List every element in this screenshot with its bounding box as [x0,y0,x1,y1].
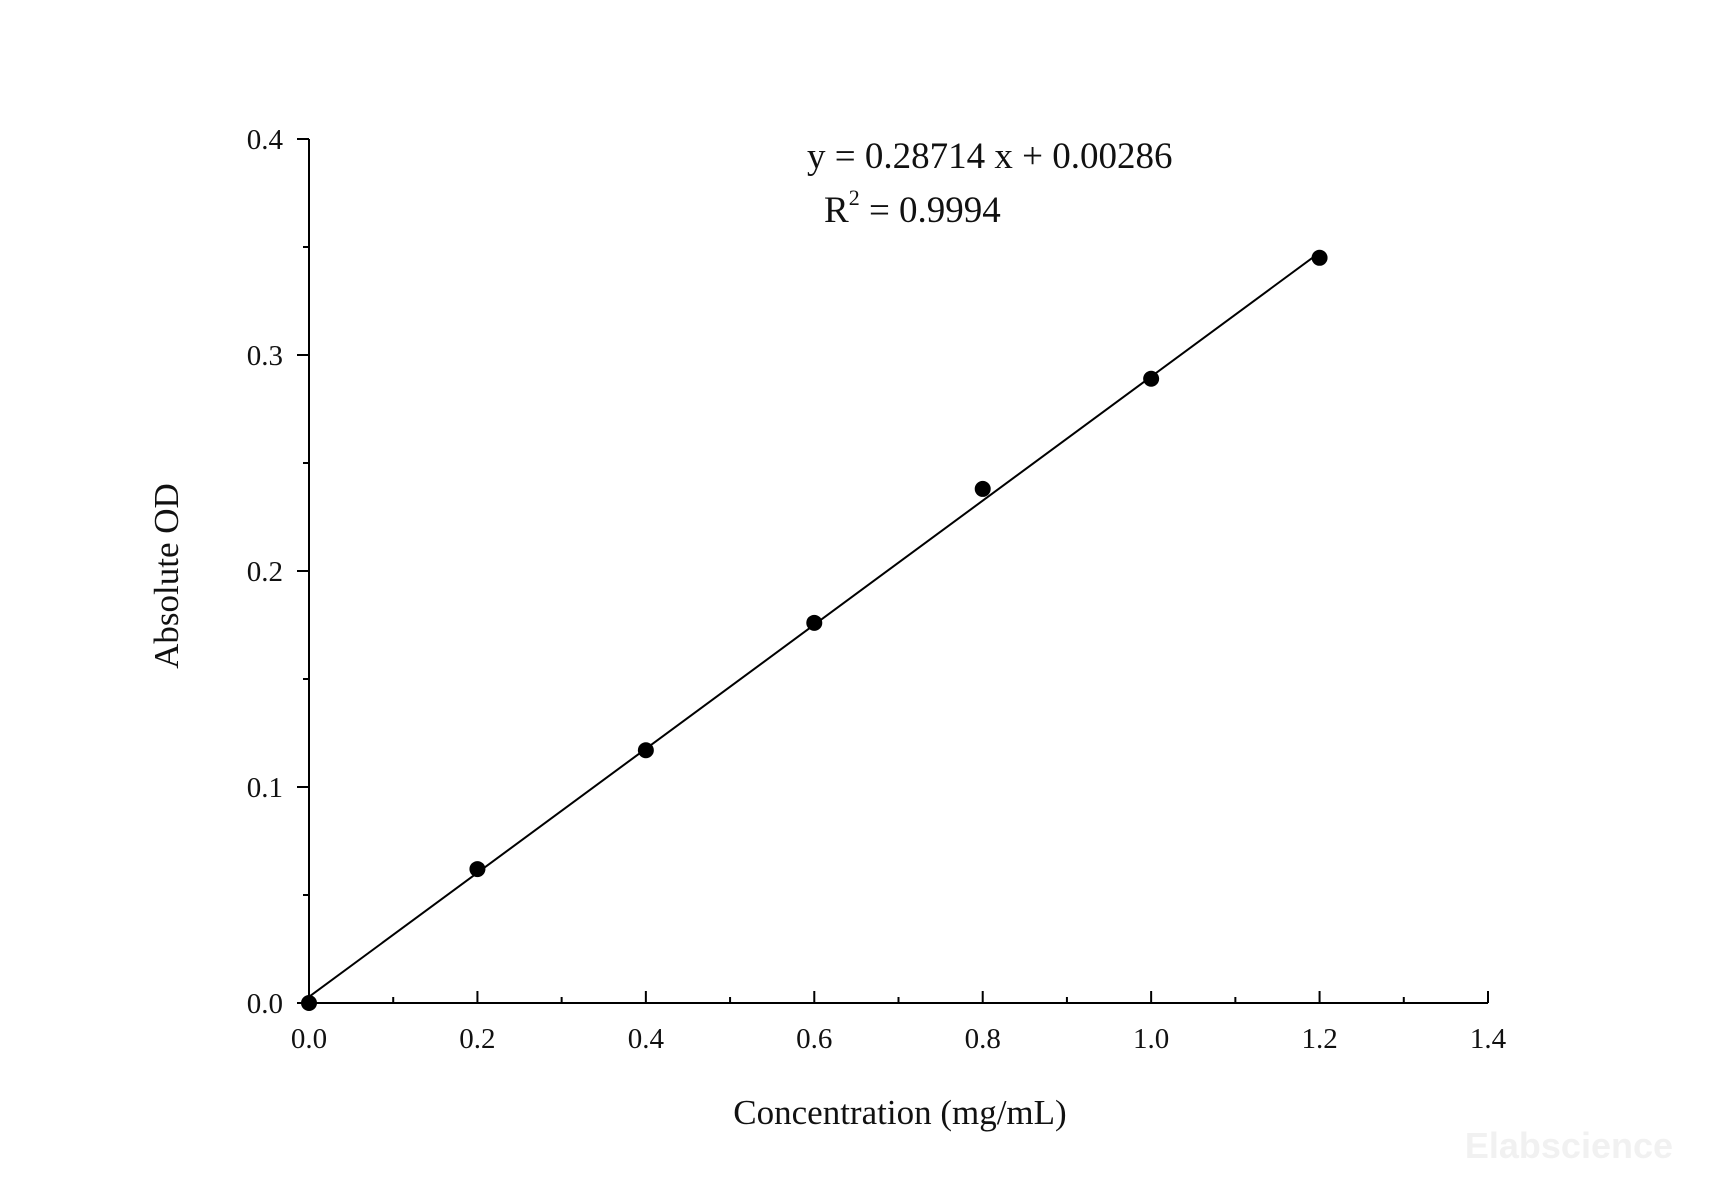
data-points [301,249,1328,1011]
regression-equation: y = 0.28714 x + 0.00286 [807,136,1172,177]
y-tick-label: 0.0 [247,988,283,1020]
data-point [806,614,823,631]
r-squared-superscript: 2 [849,185,860,210]
r-squared-annotation: R2 = 0.9994 [824,185,1001,231]
y-tick-label: 0.4 [247,124,284,156]
x-tick-label: 0.6 [796,1023,832,1055]
x-tick-label: 1.4 [1470,1023,1507,1055]
r-squared-prefix: R [824,190,849,231]
x-tick-label: 0.4 [628,1023,665,1055]
data-point [469,861,486,878]
y-tick-label: 0.3 [247,340,283,372]
data-point [1143,370,1160,387]
axes [308,139,1488,1004]
y-axis-title: Absolute OD [147,483,186,669]
data-point [301,995,317,1011]
x-tick-label: 0.8 [965,1023,1001,1055]
x-tick-label: 0.2 [459,1023,495,1055]
data-point [637,742,654,759]
data-point [1311,249,1328,266]
tick-labels: 0.0 0.2 0.4 0.6 0.8 1.0 1.2 1.4 0.0 0.1 0.2 0.3 0.4 [247,124,1507,1055]
x-tick-label: 1.2 [1301,1023,1337,1055]
x-axis-title: Concentration (mg/mL) [733,1093,1066,1132]
y-tick-label: 0.1 [247,772,283,804]
data-point [974,480,991,497]
x-tick-label: 1.0 [1133,1023,1169,1055]
r-squared-value: = 0.9994 [860,190,1001,231]
x-tick-label: 0.0 [291,1023,327,1055]
watermark: Elabscience [1465,1125,1673,1166]
y-tick-label: 0.2 [247,556,283,588]
